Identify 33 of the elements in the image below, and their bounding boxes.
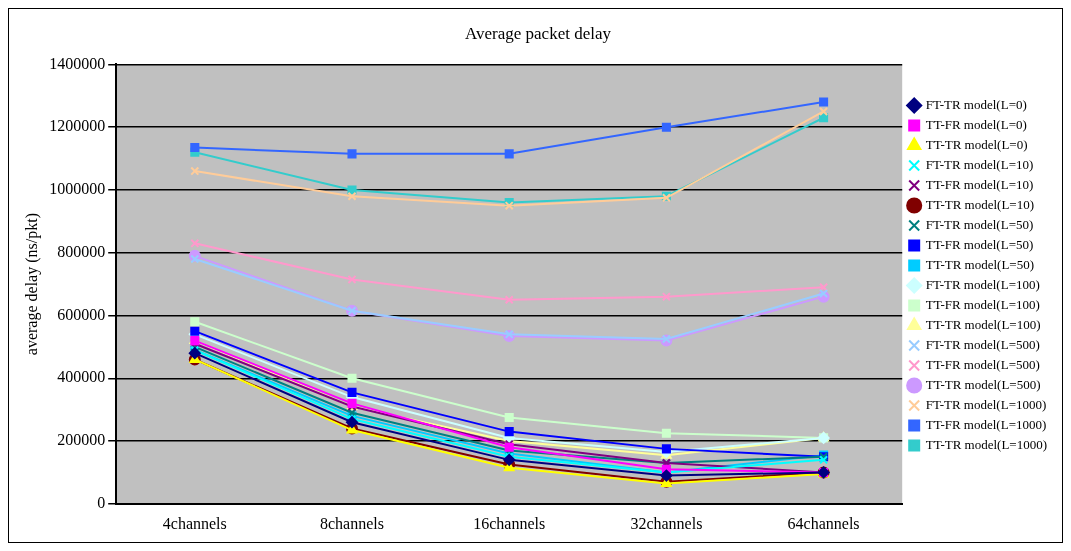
y-tick-label: 1000000 bbox=[49, 180, 106, 198]
y-tick-label: 0 bbox=[97, 494, 106, 511]
legend-label: FT-TR model(L=10) bbox=[925, 156, 1034, 172]
x-tick-label: 8channels bbox=[320, 514, 384, 532]
x-tick-label: 64channels bbox=[787, 514, 860, 532]
legend-label: FT-TR model(L=1000) bbox=[925, 396, 1047, 412]
legend-label: TT-FR model(L=10) bbox=[925, 176, 1034, 192]
x-tick-label: 4channels bbox=[162, 514, 227, 532]
legend-label: TT-TR model(L=10) bbox=[925, 196, 1035, 212]
legend-label: TT-TR model(L=500) bbox=[925, 376, 1041, 392]
y-tick-label: 1200000 bbox=[49, 117, 106, 135]
x-tick-label: 16channels bbox=[473, 514, 546, 532]
legend-label: TT-TR model(L=50) bbox=[925, 256, 1035, 272]
x-tick-label: 32channels bbox=[630, 514, 703, 532]
legend-label: FT-TR model(L=50) bbox=[925, 216, 1034, 232]
y-tick-label: 200000 bbox=[57, 431, 106, 449]
y-tick-label: 1400000 bbox=[49, 54, 106, 72]
legend-label: TT-FR model(L=50) bbox=[925, 236, 1034, 252]
y-tick-label: 400000 bbox=[57, 368, 106, 386]
legend-label: TT-FR model(L=100) bbox=[925, 296, 1040, 312]
chart-title: Average packet delay bbox=[465, 23, 612, 43]
legend-label: TT-FR model(L=500) bbox=[925, 356, 1040, 372]
y-axis-title: average delay (ns/pkt) bbox=[22, 213, 41, 356]
legend-label: FT-TR model(L=500) bbox=[925, 336, 1040, 352]
legend-label: FT-TR model(L=100) bbox=[925, 276, 1040, 292]
legend-label: FT-TR model(L=0) bbox=[925, 96, 1027, 112]
legend-label: TT-TR model(L=1000) bbox=[925, 436, 1048, 452]
y-tick-label: 800000 bbox=[57, 242, 106, 260]
legend-label: TT-FR model(L=0) bbox=[925, 116, 1027, 132]
legend-label: TT-FR model(L=1000) bbox=[925, 416, 1047, 432]
legend-label: TT-TR model(L=0) bbox=[925, 136, 1028, 152]
legend-label: TT-TR model(L=100) bbox=[925, 316, 1041, 332]
y-tick-label: 600000 bbox=[57, 305, 106, 323]
